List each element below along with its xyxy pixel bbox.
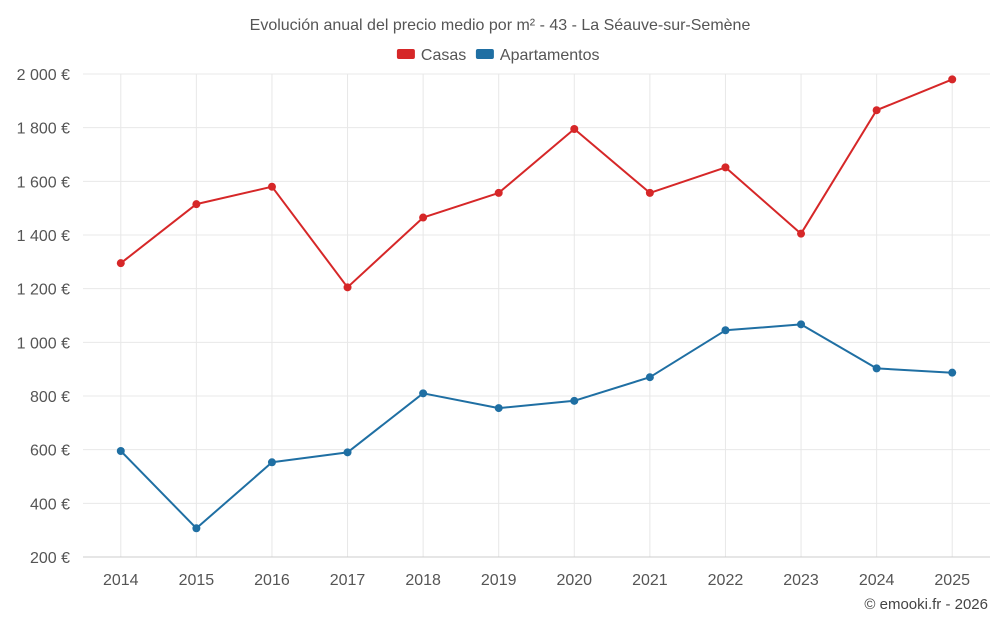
x-tick-label: 2017 <box>330 572 366 589</box>
credit-text: © emooki.fr - 2026 <box>864 596 988 613</box>
x-tick-label: 2021 <box>632 572 668 589</box>
grid <box>83 73 990 557</box>
legend-label-apartamentos[interactable]: Apartamentos <box>500 47 600 64</box>
series-line-casas <box>120 78 953 289</box>
x-tick-label: 2014 <box>103 572 139 589</box>
x-tick-label: 2015 <box>179 572 215 589</box>
x-tick-label: 2025 <box>934 572 970 589</box>
x-tick-label: 2023 <box>783 572 819 589</box>
data-point-apartamentos[interactable] <box>797 320 806 329</box>
data-point-apartamentos[interactable] <box>192 524 201 533</box>
data-point-casas[interactable] <box>797 229 806 238</box>
x-tick-label: 2024 <box>859 572 895 589</box>
data-point-apartamentos[interactable] <box>494 404 503 413</box>
y-tick-label: 1 000 € <box>17 335 70 352</box>
data-point-casas[interactable] <box>645 188 654 197</box>
legend-label-casas[interactable]: Casas <box>421 47 466 64</box>
data-point-casas[interactable] <box>267 182 276 191</box>
data-point-apartamentos[interactable] <box>419 389 428 398</box>
data-point-casas[interactable] <box>192 200 201 209</box>
data-point-casas[interactable] <box>721 163 730 172</box>
data-point-apartamentos[interactable] <box>343 448 352 457</box>
data-point-casas[interactable] <box>948 75 957 84</box>
data-point-casas[interactable] <box>343 283 352 292</box>
data-point-casas[interactable] <box>419 213 428 222</box>
y-tick-label: 1 200 € <box>17 282 70 299</box>
series-line-apartamentos <box>120 323 953 530</box>
y-tick-label: 1 400 € <box>17 228 70 245</box>
y-tick-label: 1 600 € <box>17 174 70 191</box>
x-tick-label: 2016 <box>254 572 290 589</box>
legend-swatch-apartamentos[interactable] <box>475 49 494 59</box>
data-point-apartamentos[interactable] <box>948 368 957 377</box>
y-tick-label: 400 € <box>30 496 70 513</box>
y-tick-label: 200 € <box>30 550 70 567</box>
axes: 200 € 400 € 600 € 800 € 1 000 € 1 200 € 1 400 … <box>17 67 990 589</box>
y-tick-label: 2 000 € <box>17 67 70 84</box>
y-tick-label: 600 € <box>30 443 70 460</box>
chart-title: Evolución anual del precio medio por m² … <box>250 17 751 34</box>
series <box>116 75 957 533</box>
legend-swatch-casas[interactable] <box>396 49 415 59</box>
data-point-casas[interactable] <box>116 259 125 268</box>
y-tick-label: 800 € <box>30 389 70 406</box>
y-tick-label: 1 800 € <box>17 121 70 138</box>
legend[interactable]: Casas Apartamentos <box>396 47 600 64</box>
x-tick-label: 2019 <box>481 572 517 589</box>
data-point-apartamentos[interactable] <box>116 447 125 456</box>
data-point-apartamentos[interactable] <box>267 458 276 467</box>
x-tick-label: 2020 <box>556 572 592 589</box>
data-point-casas[interactable] <box>494 188 503 197</box>
data-point-apartamentos[interactable] <box>721 326 730 335</box>
x-tick-label: 2022 <box>708 572 744 589</box>
data-point-apartamentos[interactable] <box>645 373 654 382</box>
data-point-apartamentos[interactable] <box>570 396 579 405</box>
data-point-casas[interactable] <box>570 125 579 134</box>
data-point-casas[interactable] <box>872 106 881 115</box>
data-point-apartamentos[interactable] <box>872 364 881 373</box>
x-tick-label: 2018 <box>405 572 441 589</box>
